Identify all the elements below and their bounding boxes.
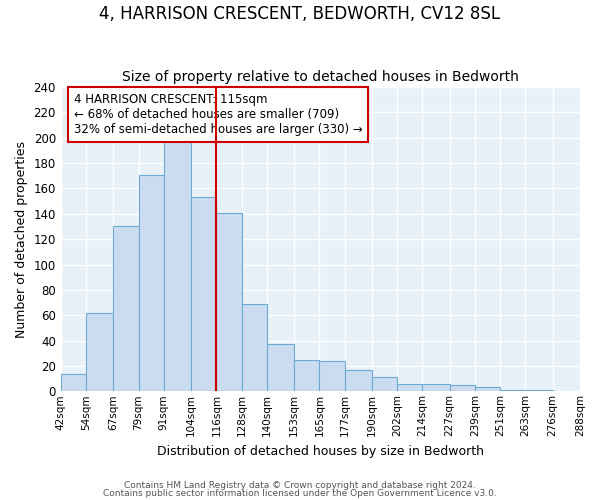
Text: Contains HM Land Registry data © Crown copyright and database right 2024.: Contains HM Land Registry data © Crown c… [124,481,476,490]
Bar [449,385,475,392]
Text: 4 HARRISON CRESCENT: 115sqm
← 68% of detached houses are smaller (709)
32% of se: 4 HARRISON CRESCENT: 115sqm ← 68% of det… [74,93,362,136]
Bar [164,139,191,392]
Bar [422,384,449,392]
Bar [242,304,267,392]
Bar [344,370,372,392]
Text: Contains public sector information licensed under the Open Government Licence v3: Contains public sector information licen… [103,488,497,498]
Bar [139,174,164,392]
Bar [475,388,500,392]
Bar [294,360,319,392]
Bar [267,344,294,392]
Bar [113,226,139,392]
Title: Size of property relative to detached houses in Bedworth: Size of property relative to detached ho… [122,70,519,85]
Bar [397,384,422,392]
Bar [526,390,553,392]
Bar [372,378,397,392]
Bar [61,374,86,392]
Bar [500,390,526,392]
Bar [191,198,217,392]
Text: 4, HARRISON CRESCENT, BEDWORTH, CV12 8SL: 4, HARRISON CRESCENT, BEDWORTH, CV12 8SL [100,5,500,23]
Y-axis label: Number of detached properties: Number of detached properties [15,140,28,338]
Bar [319,361,344,392]
X-axis label: Distribution of detached houses by size in Bedworth: Distribution of detached houses by size … [157,444,484,458]
Bar [86,312,113,392]
Bar [217,212,242,392]
